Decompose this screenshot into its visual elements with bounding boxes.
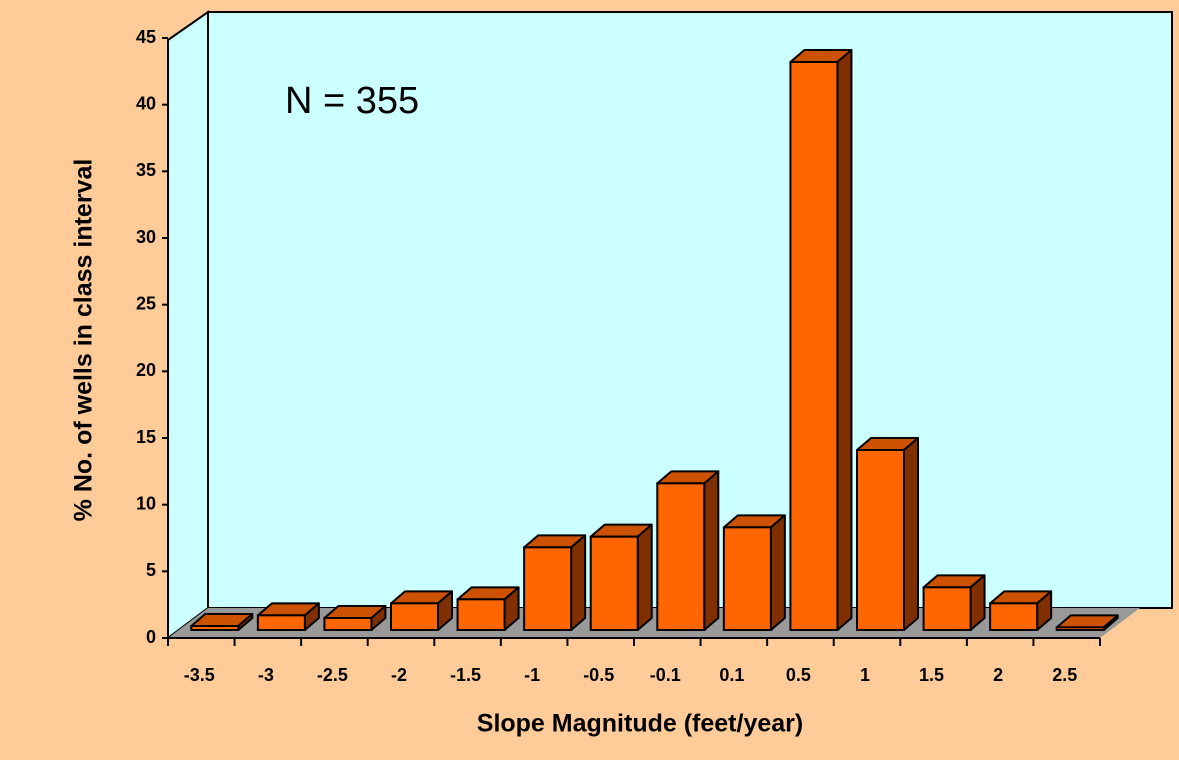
y-tick-label: 5 [146,560,156,580]
bar-side [703,470,720,631]
x-tick-label: -1 [524,665,540,685]
bar-front [1055,626,1105,631]
bar-side [769,514,786,631]
side-wall [167,10,209,640]
bar [456,586,520,631]
bar-front [722,526,772,631]
bar [323,605,387,631]
x-tick-label: -1.5 [450,665,481,685]
bar-side [903,437,919,631]
x-axis-title: Slope Magnitude (feet/year) [477,710,803,738]
bar-front [390,602,439,631]
bar [256,602,320,631]
bar-front [589,535,639,632]
bar-front [523,546,573,631]
bar-front [656,482,706,632]
bar-front [789,61,839,631]
y-tick-label: 20 [136,360,156,380]
bar-front [256,614,306,631]
x-tick-label: 2 [993,665,1003,685]
bar [656,470,720,632]
bar-front [989,602,1039,631]
bar-front [190,625,240,631]
y-tick-label: 30 [136,227,156,247]
x-tick-label: -2.5 [317,665,348,685]
x-tick-label: -0.1 [650,665,681,685]
x-tick-label: -3 [258,665,274,685]
y-axis-title: % No. of wells in class interval [70,159,98,522]
y-tick-label: 25 [136,293,156,313]
y-tick-label: 0 [146,627,156,647]
bar [856,437,919,631]
x-tick-label: 2.5 [1052,665,1077,685]
x-tick-label: 0.1 [719,665,744,685]
bar [390,590,453,631]
bar-front [456,598,506,631]
x-tick-label: -3.5 [184,665,215,685]
y-tick-label: 40 [136,93,156,113]
annotation: N = 355 [285,80,419,122]
bar-side [836,49,853,631]
bar [989,590,1053,631]
bar [789,49,853,631]
bar [589,523,653,632]
bar-front [323,617,373,631]
bar-side [570,534,587,631]
x-tick-label: 0.5 [786,665,811,685]
bar [922,574,986,631]
y-tick-label: 45 [136,27,156,47]
x-tick-label: 1 [860,665,870,685]
bar [523,534,587,631]
x-tick-label: -0.5 [583,665,614,685]
y-tick-label: 35 [136,160,156,180]
y-tick-label: 15 [136,427,156,447]
y-tick-label: 10 [136,493,156,513]
x-tick-label: -2 [391,665,407,685]
bar-front [856,449,905,631]
bar [190,613,254,631]
bar [722,514,786,631]
x-tick-label: 1.5 [919,665,944,685]
bar-side [636,523,653,631]
bar [1055,614,1119,631]
bar-front [922,586,972,631]
